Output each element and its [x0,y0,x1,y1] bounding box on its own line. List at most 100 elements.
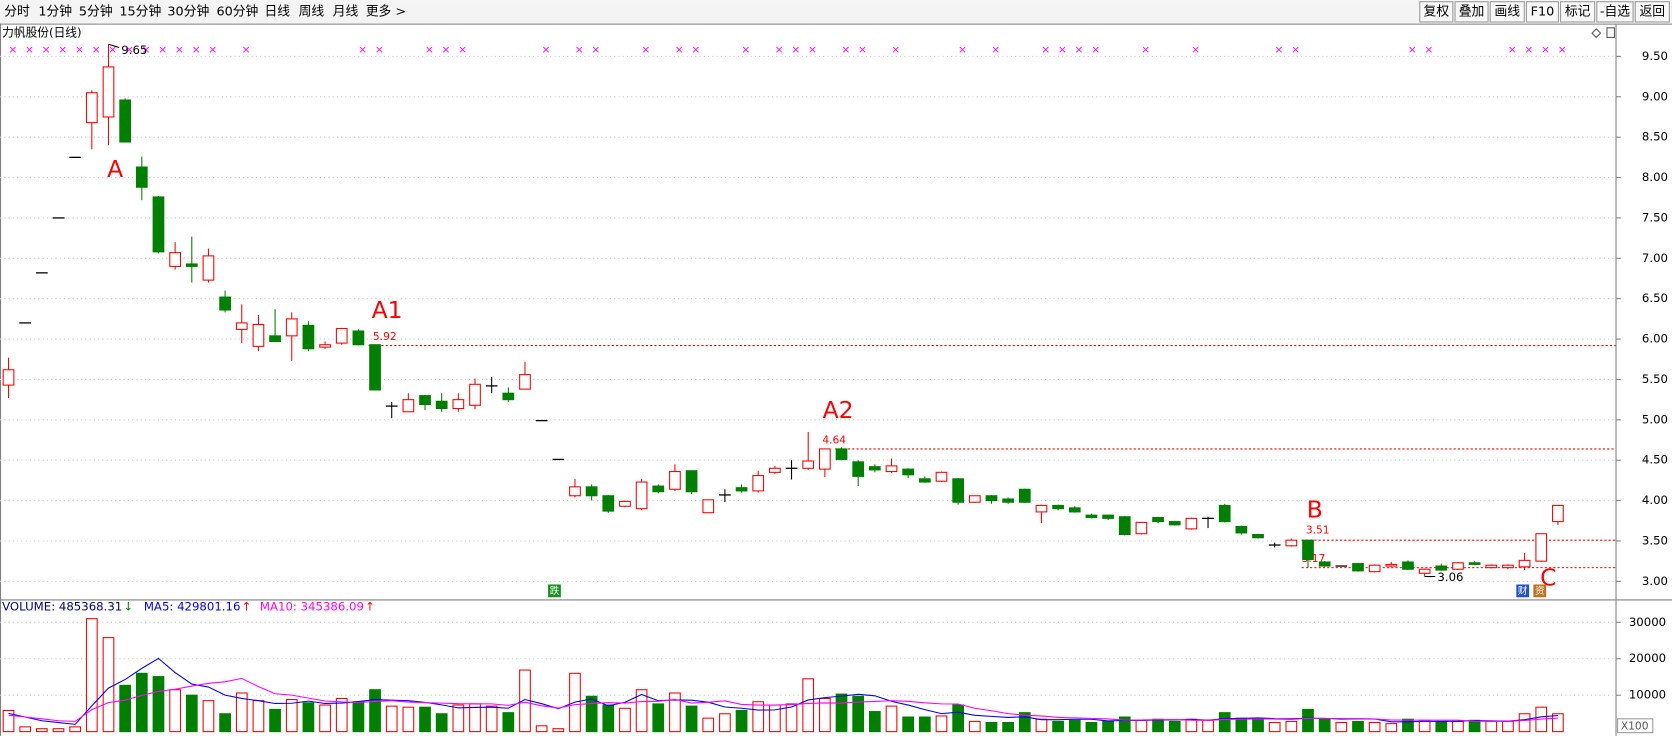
info-marker[interactable]: × [675,43,684,56]
info-marker[interactable]: × [991,43,1000,56]
candle-body [752,475,765,492]
toolbar-button-label[interactable]: 叠加 [1459,4,1485,19]
info-icon[interactable] [1516,584,1530,598]
info-marker[interactable]: × [458,43,467,56]
annotation: A [107,155,123,183]
info-icon-label[interactable]: 跌 [550,585,560,597]
info-marker[interactable]: × [1274,43,1283,56]
volume-bar [319,704,331,733]
volume-bar [2,709,15,733]
info-marker[interactable]: × [575,43,584,56]
candle-body [669,470,681,490]
info-marker[interactable]: × [775,43,784,56]
info-marker[interactable]: × [891,43,900,56]
info-marker[interactable]: × [1291,43,1300,56]
toolbar-button[interactable] [1454,1,1489,23]
volume-bar [1052,720,1064,733]
volume-bar [219,713,231,733]
toolbar-button-label[interactable]: 返回 [1639,4,1665,19]
info-marker[interactable]: × [192,43,201,56]
period-tab[interactable]: 30分钟 [167,3,209,19]
period-tab[interactable]: 15分钟 [119,3,161,19]
info-marker[interactable]: × [8,43,17,56]
info-marker[interactable]: × [1075,43,1084,56]
candle-body [985,495,998,502]
info-marker[interactable]: × [142,43,151,56]
info-marker[interactable]: × [358,43,367,56]
period-tab[interactable]: 月线 [333,4,359,19]
info-marker[interactable]: × [691,43,700,56]
info-marker[interactable]: × [858,43,867,56]
info-marker[interactable]: × [1558,43,1567,56]
info-marker[interactable]: × [958,43,967,56]
period-tab[interactable]: 分时 [4,4,30,19]
pointer [108,43,120,48]
period-tab[interactable]: 1分钟 [38,3,72,19]
period-tab[interactable]: 日线 [264,4,290,19]
info-marker[interactable]: × [108,43,117,56]
info-marker[interactable]: × [125,43,134,56]
info-marker[interactable]: × [808,43,817,56]
candle-body [119,99,132,143]
toolbar-button-label[interactable]: 标记 [1565,4,1591,19]
info-marker[interactable]: × [1141,43,1150,56]
info-icon-label[interactable]: 财 [1518,585,1528,597]
volume-bar [202,700,215,733]
volume-bar [285,699,298,733]
toolbar-button[interactable] [1596,1,1634,23]
info-marker[interactable]: × [841,43,850,56]
toolbar-button-label[interactable]: 画线 [1494,4,1520,19]
info-marker[interactable]: × [25,43,34,56]
info-marker[interactable]: × [158,43,167,56]
toolbar-button[interactable] [1419,1,1454,23]
info-icon[interactable] [1533,584,1547,598]
info-marker[interactable]: × [1524,43,1533,56]
toolbar-button[interactable] [1560,1,1596,23]
info-marker[interactable]: × [1508,43,1517,56]
info-marker[interactable]: × [541,43,550,56]
corner-icon[interactable] [1606,27,1615,38]
info-marker[interactable]: × [92,43,101,56]
info-marker[interactable]: × [42,43,51,56]
info-marker[interactable]: × [375,43,384,56]
info-marker[interactable]: × [641,43,650,56]
info-marker[interactable]: × [208,43,217,56]
info-marker[interactable]: × [441,43,450,56]
info-marker[interactable]: × [175,43,184,56]
candle-body [435,400,448,410]
info-icon[interactable] [548,584,561,598]
period-tab[interactable]: 60分钟 [216,3,258,19]
info-marker[interactable]: × [1424,43,1433,56]
candle-body [868,466,881,471]
toolbar-button-label[interactable]: 复权 [1424,3,1450,19]
info-marker[interactable]: × [75,43,84,56]
info-marker[interactable]: × [1058,43,1067,56]
corner-icon[interactable] [1591,28,1602,39]
volume-bar [1118,716,1131,733]
y-tick-label: 7.50 [1642,210,1668,224]
info-marker[interactable]: × [1041,43,1050,56]
info-marker[interactable]: × [58,43,67,56]
period-tab[interactable]: 更多 > [366,4,406,19]
period-tab[interactable]: 周线 [299,4,325,19]
toolbar-button[interactable] [1525,1,1559,23]
info-marker[interactable]: × [1091,43,1100,56]
period-tab[interactable]: 5分钟 [79,3,113,19]
volume-bar [918,716,931,733]
y-tick-label: 3.50 [1642,533,1668,547]
info-marker[interactable]: × [591,43,600,56]
info-marker[interactable]: × [1541,43,1550,56]
info-icon-label[interactable]: 资 [1535,586,1545,597]
info-marker[interactable]: × [1191,43,1200,56]
info-marker[interactable]: × [791,43,800,56]
info-marker[interactable]: × [242,43,251,56]
info-marker[interactable]: × [425,43,434,56]
info-marker[interactable]: × [741,43,750,56]
candle-body [952,478,965,503]
toolbar-button-label[interactable]: -自选 [1600,4,1630,19]
info-marker[interactable]: × [1408,43,1417,56]
toolbar-button-label[interactable]: F10 [1531,4,1555,19]
toolbar-button[interactable] [1489,1,1525,23]
toolbar-button[interactable] [1634,1,1670,23]
